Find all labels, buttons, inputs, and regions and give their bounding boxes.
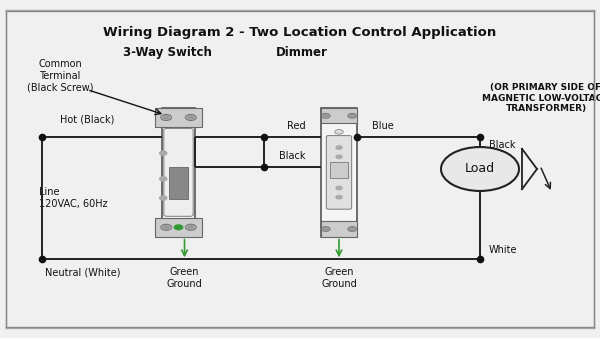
Circle shape	[322, 114, 330, 118]
Bar	[330, 163, 348, 178]
Text: Blue: Blue	[372, 121, 394, 131]
Bar	[321, 221, 357, 237]
Bar	[321, 108, 357, 123]
Circle shape	[348, 226, 356, 231]
Circle shape	[188, 116, 194, 119]
Text: LEVITON: LEVITON	[168, 142, 189, 147]
Circle shape	[323, 115, 328, 117]
Bar	[321, 108, 357, 237]
Circle shape	[175, 225, 183, 230]
Text: Load: Load	[465, 163, 495, 175]
Bar	[155, 218, 202, 237]
Circle shape	[160, 151, 167, 155]
Text: Green
Ground: Green Ground	[167, 267, 202, 289]
Circle shape	[163, 226, 169, 229]
Bar	[169, 167, 188, 199]
Circle shape	[161, 224, 172, 231]
Bar	[162, 108, 195, 237]
Circle shape	[336, 186, 342, 190]
Circle shape	[336, 155, 342, 159]
Text: White: White	[489, 245, 517, 255]
Circle shape	[161, 114, 172, 121]
Text: Hot (Black): Hot (Black)	[60, 114, 115, 124]
Circle shape	[322, 226, 330, 231]
Circle shape	[163, 116, 169, 119]
Text: Red: Red	[287, 121, 306, 131]
FancyBboxPatch shape	[164, 128, 193, 216]
Text: 3-Way Switch: 3-Way Switch	[123, 46, 212, 59]
FancyBboxPatch shape	[326, 136, 352, 209]
Circle shape	[335, 129, 343, 134]
Text: Neutral (White): Neutral (White)	[45, 267, 121, 277]
Bar	[155, 108, 202, 127]
Circle shape	[160, 196, 167, 200]
Circle shape	[185, 114, 196, 121]
Circle shape	[441, 147, 519, 191]
Text: (OR PRIMARY SIDE OF
MAGNETIC LOW-VOLTAGE
TRANSFORMER): (OR PRIMARY SIDE OF MAGNETIC LOW-VOLTAGE…	[482, 83, 600, 113]
Circle shape	[185, 224, 196, 231]
Circle shape	[188, 226, 194, 229]
Circle shape	[323, 228, 328, 231]
Text: LEVITON: LEVITON	[330, 136, 348, 140]
Circle shape	[160, 177, 167, 181]
Text: Common
Terminal
(Black Screw): Common Terminal (Black Screw)	[27, 59, 93, 93]
Circle shape	[350, 115, 355, 117]
Circle shape	[336, 195, 342, 199]
Text: Wiring Diagram 2 - Two Location Control Application: Wiring Diagram 2 - Two Location Control …	[103, 26, 497, 39]
Text: Green
Ground: Green Ground	[321, 267, 357, 289]
Text: Black: Black	[489, 140, 515, 150]
Text: Black: Black	[280, 151, 306, 161]
Circle shape	[350, 228, 355, 231]
Text: Dimmer: Dimmer	[276, 46, 328, 59]
Circle shape	[336, 146, 342, 149]
Circle shape	[348, 114, 356, 118]
Text: Line
120VAC, 60Hz: Line 120VAC, 60Hz	[39, 187, 107, 209]
